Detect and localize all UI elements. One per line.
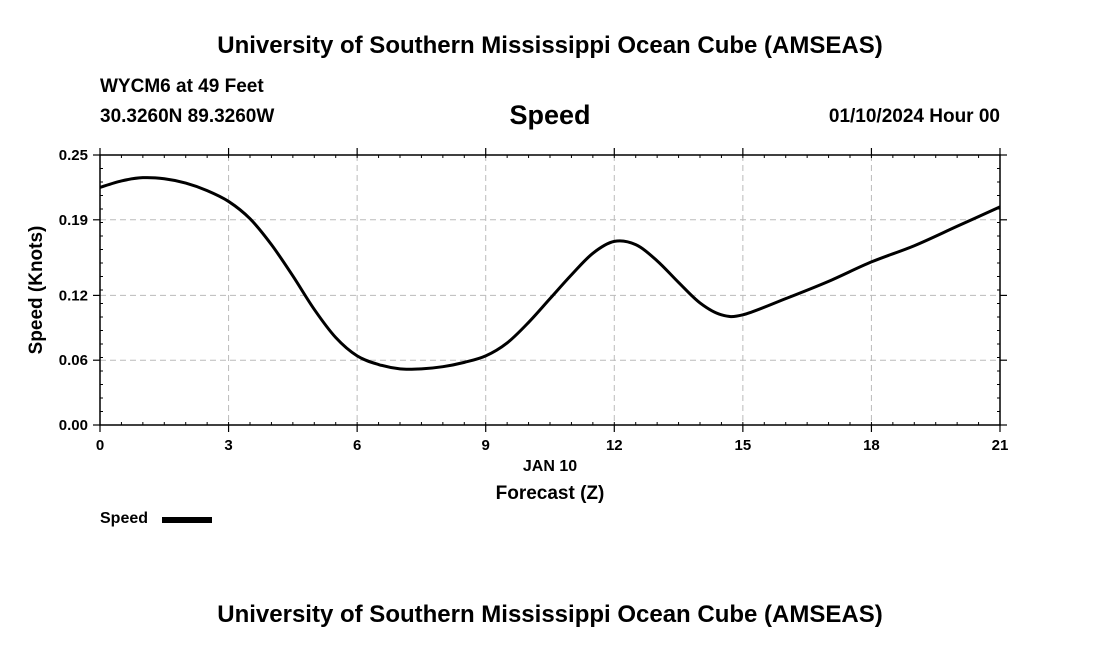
x-tick-label: 0 bbox=[96, 437, 104, 454]
chart-title-bottom: University of Southern Mississippi Ocean… bbox=[217, 601, 883, 628]
legend-label: Speed bbox=[100, 510, 149, 527]
forecast-datetime: 01/10/2024 Hour 00 bbox=[828, 106, 1000, 127]
chart-title-top: University of Southern Mississippi Ocean… bbox=[217, 32, 883, 59]
plot-frame bbox=[99, 154, 1001, 426]
station-label: WYCM6 at 49 Feet bbox=[100, 76, 264, 97]
y-tick-label: 0.06 bbox=[59, 352, 88, 369]
x-tick-label: 21 bbox=[992, 437, 1009, 454]
axes bbox=[93, 148, 1007, 432]
x-tick-label: 9 bbox=[482, 437, 490, 454]
x-tick-label: 3 bbox=[224, 437, 232, 454]
y-axis-title: Speed (Knots) bbox=[26, 225, 47, 355]
y-tick-label: 0.00 bbox=[59, 417, 88, 434]
legend-line-swatch bbox=[162, 517, 212, 523]
x-tick-label: 6 bbox=[353, 437, 361, 454]
y-tick-label: 0.12 bbox=[59, 287, 88, 304]
grid-lines bbox=[100, 155, 1000, 425]
x-tick-label: 18 bbox=[863, 437, 880, 454]
y-tick-label: 0.25 bbox=[59, 147, 88, 164]
x-axis-date-label: JAN 10 bbox=[522, 458, 578, 475]
x-axis-title: Forecast (Z) bbox=[495, 483, 605, 504]
variable-title: Speed bbox=[509, 100, 591, 130]
x-tick-label: 12 bbox=[606, 437, 623, 454]
tick-labels: 0 3 6 9 12 15 18 21 0.00 0.06 0.12 0.19 0.25 bbox=[59, 147, 1009, 454]
station-coordinates: 30.3260N 89.3260W bbox=[100, 106, 275, 127]
series-lines bbox=[99, 176, 1001, 371]
x-tick-label: 15 bbox=[735, 437, 752, 454]
series-line-speed bbox=[99, 176, 1001, 371]
y-tick-label: 0.19 bbox=[59, 212, 88, 229]
